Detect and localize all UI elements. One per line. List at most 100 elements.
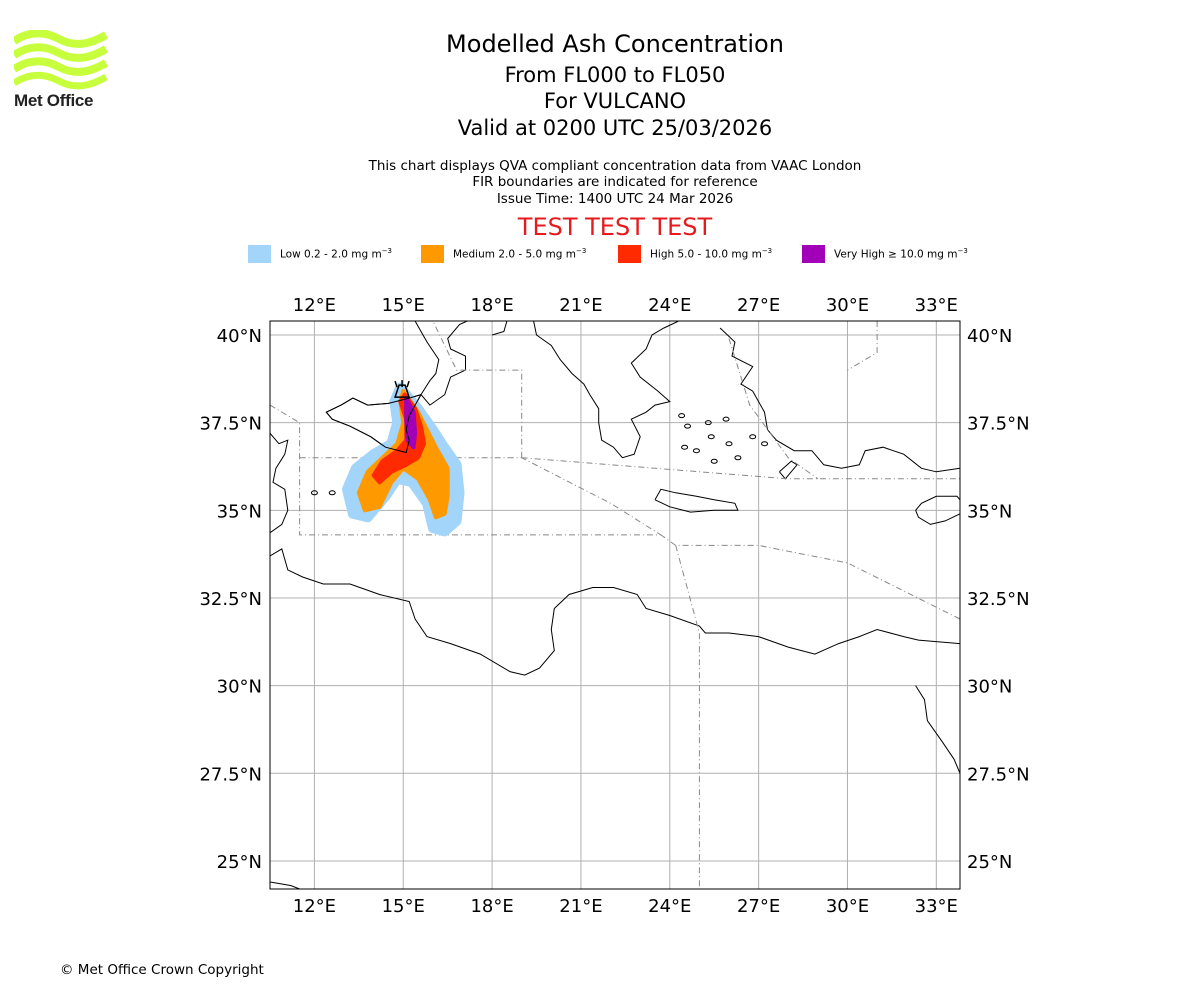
ash-plume xyxy=(325,382,465,537)
logo-wave xyxy=(14,30,109,48)
legend-swatch-medium xyxy=(421,245,444,263)
fir-boundaries xyxy=(270,321,960,889)
island xyxy=(328,490,336,496)
coastline xyxy=(270,432,289,534)
lat-tick-label-left: 37.5°N xyxy=(199,414,262,435)
island xyxy=(761,441,769,447)
lon-tick-label-top: 27°E xyxy=(737,295,780,316)
legend-swatch-high xyxy=(618,245,641,263)
legend-item-high: High 5.0 - 10.0 mg m−3 xyxy=(618,244,772,264)
axis-tick-labels: 12°E 12°E 15°E 15°E 18°E 18°E 21°E 21°E 24°E 24°E… xyxy=(199,295,1029,917)
volcano-cone xyxy=(394,384,411,398)
coastline xyxy=(915,495,960,525)
description-line-2: FIR boundaries are indicated for referen… xyxy=(472,174,758,190)
island xyxy=(725,441,733,447)
lat-tick-label-right: 30°N xyxy=(967,677,1012,698)
lat-tick-label-left: 35°N xyxy=(217,501,262,522)
copyright-notice: © Met Office Crown Copyright xyxy=(60,962,264,978)
coastlines xyxy=(270,321,960,889)
coastline xyxy=(533,321,679,459)
sicily-outline xyxy=(325,394,422,454)
test-banner: TEST TEST TEST xyxy=(517,213,713,241)
lat-tick-label-left: 27.5°N xyxy=(199,764,262,785)
logo-wave xyxy=(14,57,109,76)
island xyxy=(681,444,689,450)
logo-wave xyxy=(14,43,109,62)
legend-label-medium: Medium 2.0 - 5.0 mg m−3 xyxy=(453,247,587,261)
lon-tick-label-top: 24°E xyxy=(648,295,691,316)
lon-tick-label-top: 30°E xyxy=(826,295,869,316)
legend-label-high: High 5.0 - 10.0 mg m−3 xyxy=(650,247,773,261)
legend-item-low: Low 0.2 - 2.0 mg m−3 xyxy=(248,244,392,264)
description-line-1: This chart displays QVA compliant concen… xyxy=(368,158,862,174)
lat-tick-label-right: 25°N xyxy=(967,852,1012,873)
lon-tick-label-bottom: 15°E xyxy=(382,896,425,917)
island xyxy=(734,455,742,461)
volcano-name: For VULCANO xyxy=(543,89,687,113)
island xyxy=(692,448,700,454)
lon-tick-label-top: 33°E xyxy=(915,295,958,316)
legend-item-very-high: Very High ≥ 10.0 mg m−3 xyxy=(802,244,968,264)
island xyxy=(684,423,692,429)
island xyxy=(749,434,757,440)
lat-tick-label-left: 25°N xyxy=(217,852,262,873)
valid-time: Valid at 0200 UTC 25/03/2026 xyxy=(457,116,773,140)
island xyxy=(710,458,718,464)
volcano-marker-icon xyxy=(394,380,411,398)
island xyxy=(310,490,318,496)
coastline xyxy=(719,327,960,473)
island xyxy=(704,420,712,426)
lat-tick-label-left: 32.5°N xyxy=(199,589,262,610)
legend-swatch-very-high xyxy=(802,245,825,263)
lon-tick-label-top: 18°E xyxy=(470,295,513,316)
legend-item-medium: Medium 2.0 - 5.0 mg m−3 xyxy=(421,244,586,264)
volcano-plume-stroke xyxy=(406,380,410,388)
fir-boundary-line xyxy=(270,404,960,620)
fir-boundary-line xyxy=(675,545,700,889)
legend-label-low: Low 0.2 - 2.0 mg m−3 xyxy=(280,247,393,261)
flight-level-range: From FL000 to FL050 xyxy=(504,63,726,87)
coastline xyxy=(270,548,960,676)
lon-tick-label-top: 12°E xyxy=(293,295,336,316)
lon-tick-label-bottom: 24°E xyxy=(648,896,691,917)
lat-tick-label-left: 30°N xyxy=(217,677,262,698)
fir-boundary-line xyxy=(847,321,878,371)
coastline xyxy=(915,685,960,774)
coastline xyxy=(420,321,469,406)
coastline xyxy=(491,321,508,336)
island xyxy=(722,416,730,422)
logo-wave xyxy=(14,71,108,90)
fir-boundary-line xyxy=(521,457,960,480)
lon-tick-label-top: 15°E xyxy=(382,295,425,316)
lon-tick-label-bottom: 12°E xyxy=(293,896,336,917)
lat-tick-label-right: 37.5°N xyxy=(967,414,1030,435)
chart-title: Modelled Ash Concentration xyxy=(446,30,784,58)
fir-boundary-line xyxy=(299,457,662,536)
lon-tick-label-bottom: 18°E xyxy=(470,896,513,917)
volcano-plume-stroke xyxy=(394,380,398,388)
lon-tick-label-bottom: 33°E xyxy=(915,896,958,917)
met-office-logo-icon xyxy=(14,30,109,90)
lat-tick-label-right: 35°N xyxy=(967,501,1012,522)
island xyxy=(707,434,715,440)
legend-label-very-high: Very High ≥ 10.0 mg m−3 xyxy=(834,247,968,261)
coastline xyxy=(414,321,440,395)
lon-tick-label-top: 21°E xyxy=(559,295,602,316)
lat-tick-label-left: 40°N xyxy=(217,326,262,347)
lat-tick-label-right: 27.5°N xyxy=(967,764,1030,785)
island xyxy=(678,413,686,419)
coastline xyxy=(779,460,798,480)
lat-tick-label-right: 32.5°N xyxy=(967,589,1030,610)
map-frame xyxy=(269,320,961,890)
coastline xyxy=(654,488,739,513)
lat-tick-label-right: 40°N xyxy=(967,326,1012,347)
lon-tick-label-bottom: 30°E xyxy=(826,896,869,917)
coastline xyxy=(270,881,300,889)
fir-boundary-line xyxy=(432,321,523,458)
graticule xyxy=(270,321,960,889)
lon-tick-label-bottom: 21°E xyxy=(559,896,602,917)
ash-zone-very-high xyxy=(404,396,418,450)
met-office-logo-text: Met Office xyxy=(14,91,94,110)
legend-swatch-low xyxy=(248,245,271,263)
